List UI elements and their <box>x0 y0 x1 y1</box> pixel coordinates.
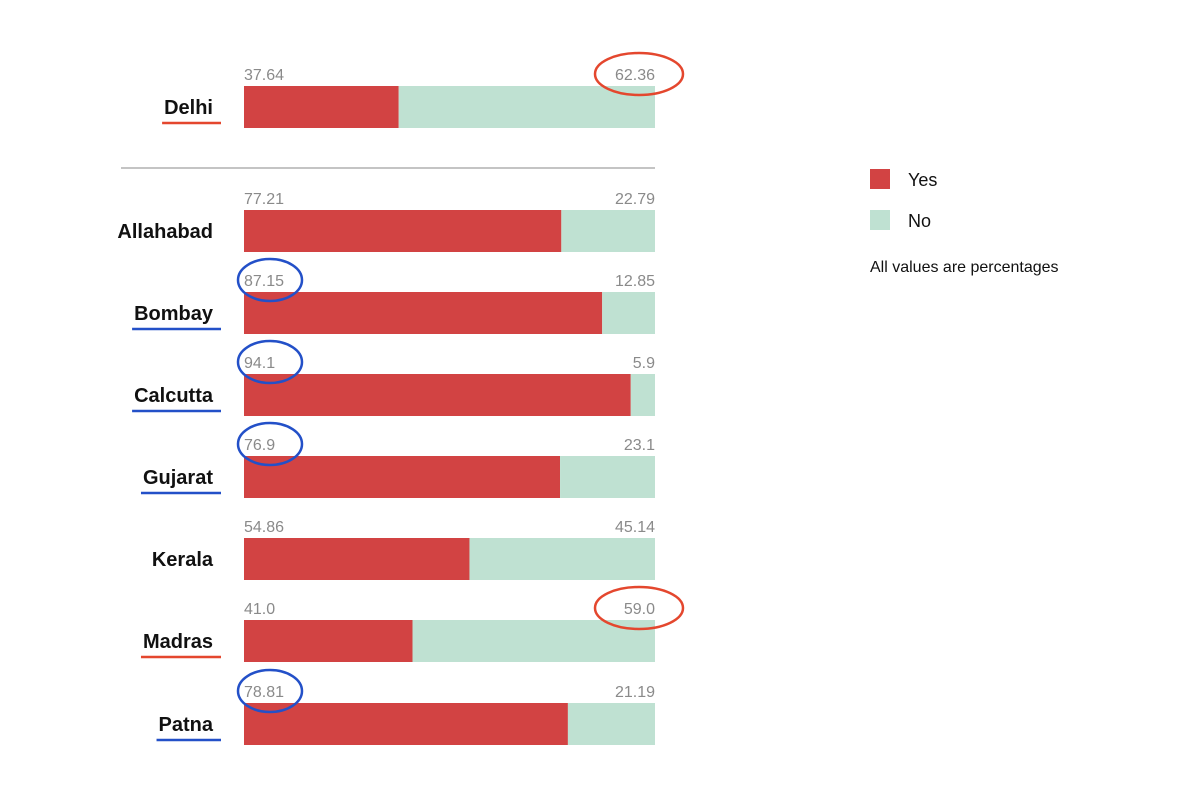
category-label: Bombay <box>134 303 214 325</box>
bar-no <box>630 374 655 416</box>
category-label: Delhi <box>164 97 213 119</box>
category-label: Calcutta <box>134 385 214 407</box>
chart-row-allahabad: 77.21 22.79 Allahabad <box>117 191 655 252</box>
chart-row-gujarat: 76.9 23.1 Gujarat <box>140 421 655 498</box>
bar-no <box>602 292 655 334</box>
category-label: Patna <box>159 714 214 736</box>
legend-label-no: No <box>908 211 931 231</box>
value-circle <box>593 585 685 631</box>
chart-row-patna: 78.81 21.19 Patna <box>156 668 655 745</box>
bar-no <box>412 620 655 662</box>
legend-swatch-yes <box>870 169 890 189</box>
value-circle <box>236 257 304 303</box>
bar-yes <box>244 620 413 662</box>
bar-no <box>567 703 655 745</box>
chart-row-madras: 41.0 59.0 Madras <box>140 585 685 662</box>
value-circle <box>236 339 304 385</box>
value-label-no: 5.9 <box>633 355 655 372</box>
bar-no <box>561 210 655 252</box>
value-label-no: 21.19 <box>615 684 655 701</box>
value-label-yes: 87.15 <box>244 273 284 290</box>
chart-rows: 37.64 62.36 Delhi 77.21 22.79 Allahabad 87.15 1… <box>117 51 685 745</box>
value-label-no: 22.79 <box>615 191 655 208</box>
bar-yes <box>244 456 561 498</box>
chart-row-calcutta: 94.1 5.9 Calcutta <box>132 339 655 416</box>
value-circle <box>236 668 304 714</box>
value-label-yes: 37.64 <box>244 67 284 84</box>
bar-no <box>398 86 655 128</box>
bar-no <box>469 538 655 580</box>
chart-row-kerala: 54.86 45.14 Kerala <box>152 519 655 580</box>
legend: Yes No All values are percentages <box>870 169 1059 276</box>
value-label-no: 12.85 <box>615 273 655 290</box>
value-label-yes: 78.81 <box>244 684 284 701</box>
bar-yes <box>244 86 399 128</box>
category-label: Gujarat <box>143 467 213 489</box>
category-label: Madras <box>143 631 213 653</box>
value-label-no: 59.0 <box>624 601 655 618</box>
percentage-note: All values are percentages <box>870 259 1059 276</box>
chart-row-bombay: 87.15 12.85 Bombay <box>132 257 655 334</box>
value-label-no: 23.1 <box>624 437 655 454</box>
bar-no <box>560 456 655 498</box>
bar-yes <box>244 374 631 416</box>
value-label-yes: 41.0 <box>244 601 275 618</box>
bar-yes <box>244 538 470 580</box>
legend-label-yes: Yes <box>908 170 937 190</box>
chart-row-delhi: 37.64 62.36 Delhi <box>162 51 685 128</box>
bar-yes <box>244 703 568 745</box>
value-circle <box>593 51 685 97</box>
bar-yes <box>244 210 562 252</box>
legend-swatch-no <box>870 210 890 230</box>
value-label-yes: 54.86 <box>244 519 284 536</box>
value-label-no: 45.14 <box>615 519 655 536</box>
value-circle <box>236 421 304 467</box>
value-label-yes: 94.1 <box>244 355 275 372</box>
value-label-no: 62.36 <box>615 67 655 84</box>
category-label: Kerala <box>152 549 214 571</box>
value-label-yes: 76.9 <box>244 437 275 454</box>
value-label-yes: 77.21 <box>244 191 284 208</box>
category-label: Allahabad <box>117 221 213 243</box>
bar-yes <box>244 292 603 334</box>
